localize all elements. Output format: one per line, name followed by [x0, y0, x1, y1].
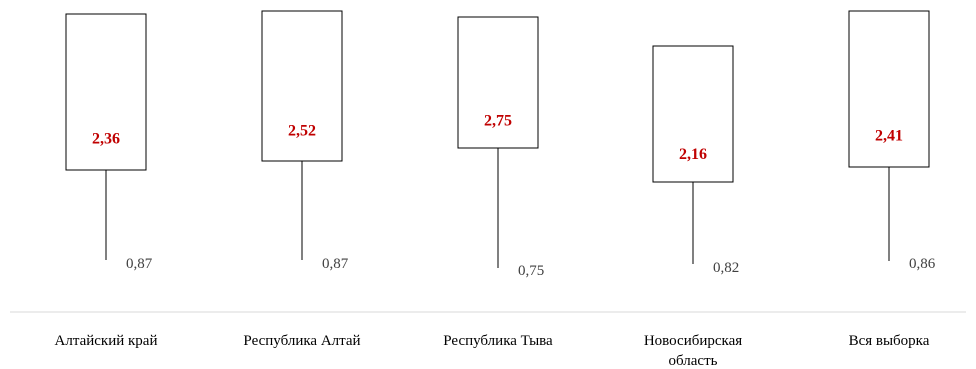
category-label-3: область [669, 353, 718, 369]
sd-label-0: 0,87 [126, 256, 153, 272]
sd-label-2: 0,75 [518, 263, 544, 279]
mean-label-0: 2,36 [92, 130, 120, 147]
sd-label-1: 0,87 [322, 256, 349, 272]
category-label-4: Вся выборка [849, 333, 930, 349]
mean-label-4: 2,41 [875, 127, 903, 144]
category-label-3: Новосибирская [644, 333, 742, 349]
category-label-2: Республика Тыва [443, 333, 553, 349]
box-3 [652, 45, 734, 183]
category-label-1: Республика Алтай [243, 333, 360, 349]
mean-label-3: 2,16 [679, 146, 707, 163]
box-2 [457, 16, 539, 149]
box-4 [848, 10, 930, 168]
category-label-0: Алтайский край [55, 333, 158, 349]
chart-marks: 2,36 0,87 Алтайский край 2,52 0,87 Республика… [55, 10, 936, 369]
mean-label-2: 2,75 [484, 113, 512, 130]
sd-label-3: 0,82 [713, 260, 739, 276]
sd-label-4: 0,86 [909, 256, 936, 272]
box-1 [261, 10, 343, 162]
mean-label-1: 2,52 [288, 123, 316, 140]
